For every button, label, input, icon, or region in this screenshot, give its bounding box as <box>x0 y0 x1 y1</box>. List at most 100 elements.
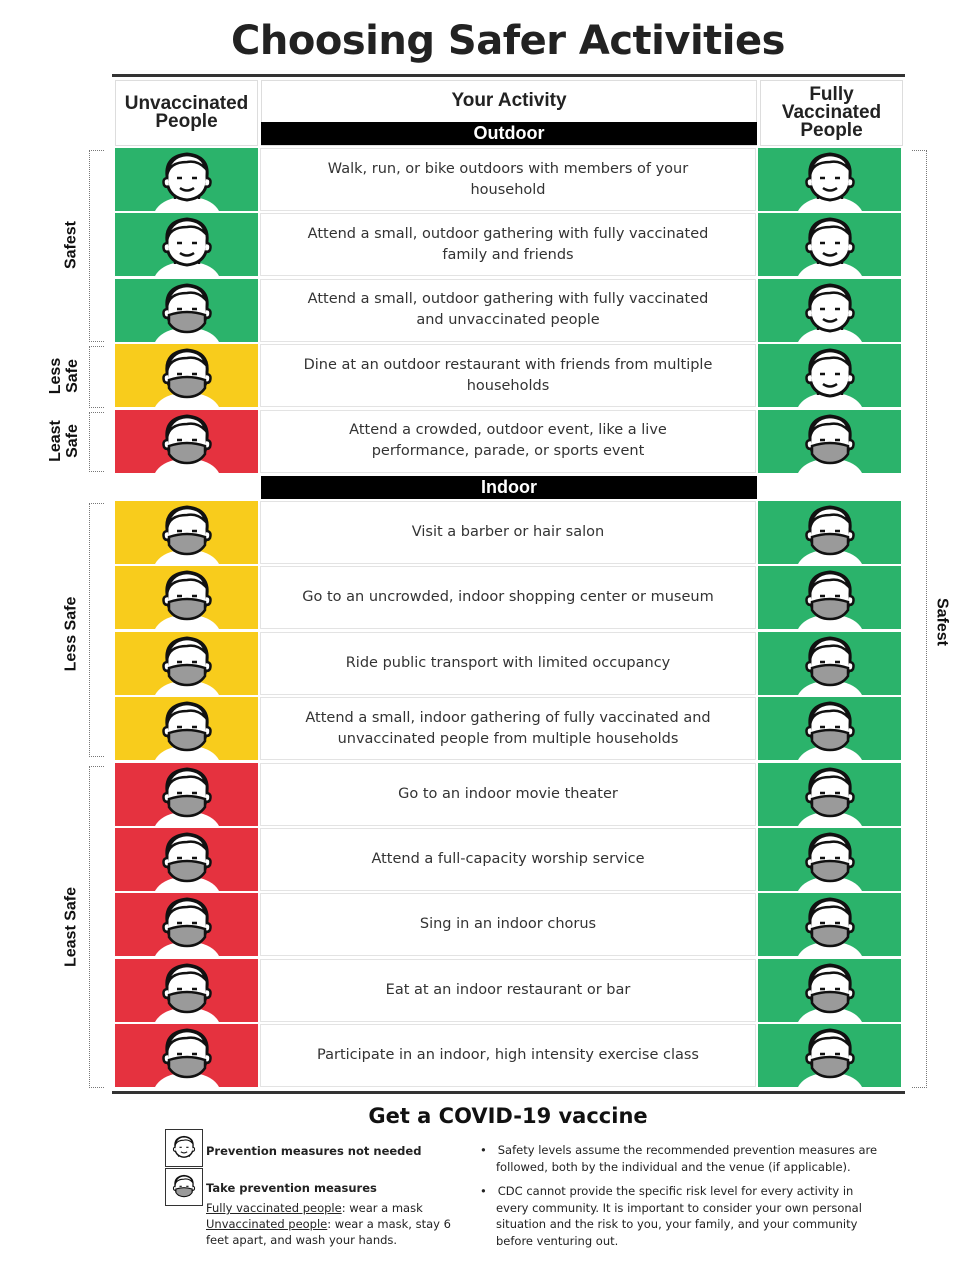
activity-row: Ride public transport with limited occup… <box>115 631 902 695</box>
vaccinated-risk-cell-safest <box>758 278 901 342</box>
activity-text: Participate in an indoor, high intensity… <box>260 1024 756 1088</box>
vaccinated-risk-cell-safest <box>758 828 901 891</box>
face-icon <box>790 213 870 276</box>
face-mask-icon <box>790 697 870 760</box>
vaccinated-risk-cell-safest <box>758 893 901 957</box>
bracket-indoor-least-safe <box>89 766 104 1088</box>
bullet-text: CDC cannot provide the specific risk lev… <box>496 1184 862 1248</box>
face-mask-icon <box>790 501 870 564</box>
bottom-divider <box>112 1091 905 1094</box>
face-mask-icon <box>147 632 227 695</box>
activity-text: Attend a small, indoor gathering of full… <box>260 697 756 761</box>
label-indoor-least-safe: Least Safe <box>62 886 80 968</box>
face-mask-icon <box>147 501 227 564</box>
unvaccinated-risk-cell-least-safe <box>115 1024 258 1088</box>
activity-text: Walk, run, or bike outdoors with members… <box>260 148 756 211</box>
activity-text: Attend a crowded, outdoor event, like a … <box>260 409 756 473</box>
face-mask-icon <box>147 566 227 629</box>
section-indoor: Indoor <box>261 476 757 499</box>
face-icon <box>165 1129 203 1167</box>
unvaccinated-risk-cell-safest <box>115 278 258 342</box>
activity-row: Go to an indoor movie theater <box>115 762 902 826</box>
bullet-2: • CDC cannot provide the specific risk l… <box>480 1184 862 1248</box>
activity-row: Attend a small, indoor gathering of full… <box>115 697 902 761</box>
unvax-label: Unvaccinated people <box>206 1217 328 1231</box>
vaccinated-risk-cell-safest <box>758 762 901 826</box>
bullet-1: • Safety levels assume the recommended p… <box>480 1143 878 1174</box>
vaccinated-risk-cell-safest <box>758 213 901 277</box>
bracket-indoor-less-safe <box>89 503 104 757</box>
unvaccinated-risk-cell-safest <box>115 213 258 277</box>
face-mask-icon <box>790 763 870 826</box>
face-mask-icon <box>790 632 870 695</box>
unvaccinated-risk-cell-least-safe <box>115 762 258 826</box>
unvaccinated-risk-cell-less-safe <box>115 631 258 695</box>
header-vaccinated: Fully Vaccinated People <box>760 80 903 146</box>
vaccinated-risk-cell-safest <box>758 631 901 695</box>
face-mask-icon <box>790 959 870 1022</box>
face-mask-icon <box>790 1024 870 1087</box>
face-icon <box>147 213 227 276</box>
vaccinated-risk-cell-safest <box>758 697 901 761</box>
vaccinated-risk-cell-safest <box>758 501 901 564</box>
activity-row: Participate in an indoor, high intensity… <box>115 1024 902 1088</box>
face-mask-icon <box>147 279 227 342</box>
activity-text: Attend a small, outdoor gathering with f… <box>260 278 756 342</box>
top-divider <box>112 74 905 77</box>
legend-details: Fully vaccinated people: wear a mask Unv… <box>206 1200 476 1248</box>
face-mask-icon <box>147 410 227 473</box>
activity-text: Ride public transport with limited occup… <box>260 631 756 695</box>
vaccinated-risk-cell-safest <box>758 958 901 1022</box>
unvaccinated-risk-cell-less-safe <box>115 501 258 564</box>
legend-mask: Take prevention measures <box>206 1181 377 1195</box>
label-vaccinated-safest: Safest <box>933 597 951 647</box>
activity-text: Visit a barber or hair salon <box>260 501 756 564</box>
vaccinated-risk-cell-safest <box>758 148 901 211</box>
face-mask-icon <box>147 763 227 826</box>
vax-label: Fully vaccinated people <box>206 1201 342 1215</box>
section-outdoor: Outdoor <box>261 122 757 145</box>
vaccinated-risk-cell-safest <box>758 409 901 473</box>
unvaccinated-risk-cell-less-safe <box>115 697 258 761</box>
unvaccinated-risk-cell-least-safe <box>115 409 258 473</box>
unvaccinated-risk-cell-safest <box>115 148 258 211</box>
legend-no-mask: Prevention measures not needed <box>206 1144 422 1158</box>
activity-row: Dine at an outdoor restaurant with frien… <box>115 344 902 408</box>
unvaccinated-risk-cell-least-safe <box>115 828 258 891</box>
activity-text: Dine at an outdoor restaurant with frien… <box>260 344 756 408</box>
face-icon <box>790 279 870 342</box>
face-mask-icon <box>790 893 870 956</box>
vaccine-heading: Get a COVID-19 vaccine <box>368 1104 648 1128</box>
label-safest: Safest <box>62 220 80 270</box>
label-least-safe: Least Safe <box>47 420 81 462</box>
unvax-text: : wear a mask, stay 6 feet apart, and wa… <box>206 1217 451 1247</box>
activity-text: Attend a small, outdoor gathering with f… <box>260 213 756 277</box>
face-mask-icon <box>147 959 227 1022</box>
bracket-vaccinated-safest <box>912 150 927 1088</box>
activity-text: Go to an uncrowded, indoor shopping cent… <box>260 566 756 630</box>
vaccinated-risk-cell-safest <box>758 1024 901 1088</box>
bracket-least-safe <box>89 412 104 472</box>
activity-text: Eat at an indoor restaurant or bar <box>260 958 756 1022</box>
header-unvaccinated: Unvaccinated People <box>115 80 258 146</box>
face-mask-icon <box>147 344 227 407</box>
vaccinated-risk-cell-safest <box>758 566 901 630</box>
header-activity: Your Activity <box>261 80 757 146</box>
label-indoor-less-safe: Less Safe <box>62 596 80 672</box>
unvaccinated-risk-cell-less-safe <box>115 566 258 630</box>
unvaccinated-risk-cell-least-safe <box>115 958 258 1022</box>
face-mask-icon <box>790 566 870 629</box>
activity-row: Attend a small, outdoor gathering with f… <box>115 213 902 277</box>
activity-text: Sing in an indoor chorus <box>260 893 756 957</box>
face-mask-icon <box>147 893 227 956</box>
activity-row: Attend a small, outdoor gathering with f… <box>115 278 902 342</box>
vax-text: : wear a mask <box>341 1201 423 1215</box>
activity-row: Attend a full-capacity worship service <box>115 828 902 891</box>
face-mask-icon <box>165 1168 203 1206</box>
bracket-less-safe <box>89 346 104 408</box>
activity-row: Go to an uncrowded, indoor shopping cent… <box>115 566 902 630</box>
vaccinated-risk-cell-safest <box>758 344 901 408</box>
label-less-safe: Less Safe <box>47 357 81 395</box>
face-mask-icon <box>147 828 227 891</box>
unvaccinated-risk-cell-least-safe <box>115 893 258 957</box>
